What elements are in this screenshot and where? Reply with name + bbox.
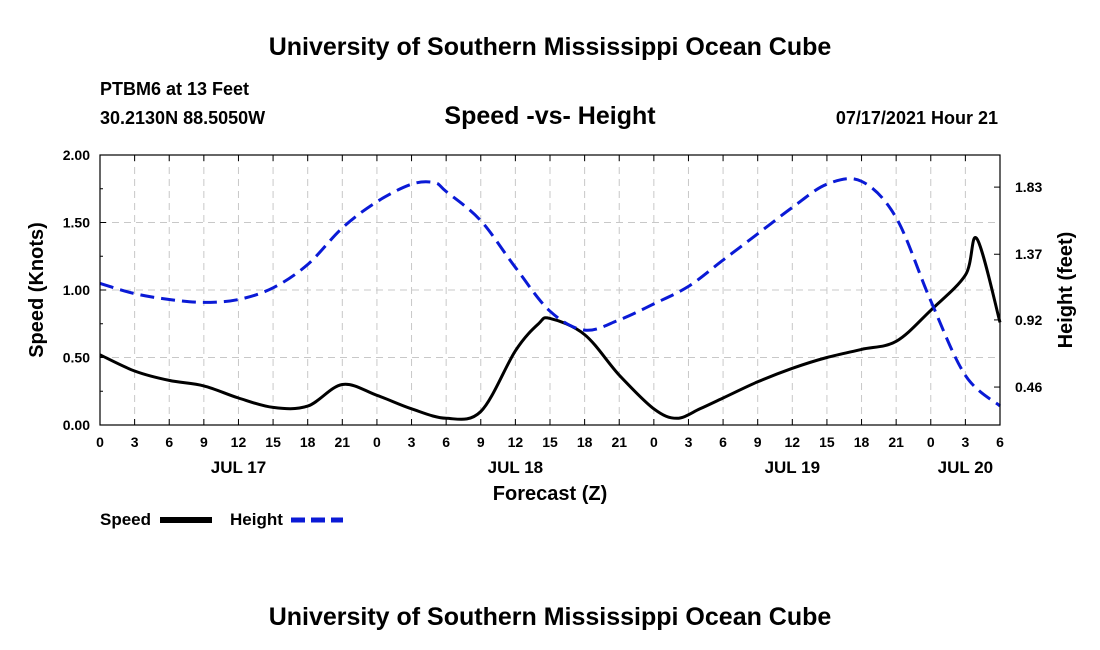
x-tick-label: 12 xyxy=(508,434,524,450)
x-tick-label: 3 xyxy=(408,434,416,450)
x-tick-label: 0 xyxy=(650,434,658,450)
day-label: JUL 17 xyxy=(211,458,266,477)
x-tick-label: 6 xyxy=(996,434,1004,450)
y2-axis-label: Height (feet) xyxy=(1055,232,1077,349)
legend-speed-label: Speed xyxy=(100,510,151,529)
page-title: University of Southern Mississippi Ocean… xyxy=(269,33,832,61)
legend-height-label: Height xyxy=(230,510,283,529)
y-tick-label: 1.50 xyxy=(63,215,90,231)
x-tick-label: 3 xyxy=(131,434,139,450)
x-tick-label: 6 xyxy=(165,434,173,450)
grid-lines xyxy=(100,155,1000,425)
y2-tick-label: 0.92 xyxy=(1015,312,1042,328)
day-label: JUL 20 xyxy=(938,458,993,477)
chart-title: Speed -vs- Height xyxy=(444,102,656,130)
x-tick-label: 9 xyxy=(200,434,208,450)
x-tick-label: 6 xyxy=(719,434,727,450)
x-tick-label: 18 xyxy=(577,434,593,450)
y-axis-label: Speed (Knots) xyxy=(26,222,48,358)
x-tick-label: 15 xyxy=(542,434,558,450)
plot-frame xyxy=(99,154,1001,426)
x-tick-label: 18 xyxy=(854,434,870,450)
station-label: PTBM6 at 13 Feet xyxy=(100,79,249,99)
y-tick-label: 2.00 xyxy=(63,147,90,163)
y2-tick-label: 0.46 xyxy=(1015,379,1042,395)
x-tick-label: 0 xyxy=(927,434,935,450)
x-tick-label: 15 xyxy=(819,434,835,450)
x-tick-label: 0 xyxy=(96,434,104,450)
x-tick-label: 15 xyxy=(265,434,281,450)
x-tick-label: 3 xyxy=(961,434,969,450)
y-tick-label: 1.00 xyxy=(63,282,90,298)
x-tick-label: 0 xyxy=(373,434,381,450)
y-tick-label: 0.00 xyxy=(63,417,90,433)
forecast-datetime: 07/17/2021 Hour 21 xyxy=(836,108,998,128)
x-tick-label: 12 xyxy=(785,434,801,450)
y2-tick-label: 1.37 xyxy=(1015,246,1042,262)
x-tick-label: 18 xyxy=(300,434,316,450)
axis-ticks: 0 3 6 9 12 15 18 21 0 3 6 9 12 15 18 21 0 3 6 9 12 15 18 21 0 3 6 0… xyxy=(63,147,1043,477)
x-tick-label: 21 xyxy=(888,434,904,450)
legend: Speed Height xyxy=(100,510,343,529)
day-label: JUL 18 xyxy=(488,458,543,477)
x-tick-label: 6 xyxy=(442,434,450,450)
x-tick-label: 21 xyxy=(335,434,351,450)
y-tick-label: 0.50 xyxy=(63,350,90,366)
x-tick-label: 12 xyxy=(231,434,247,450)
day-label: JUL 19 xyxy=(765,458,820,477)
x-tick-label: 21 xyxy=(611,434,627,450)
footer-title: University of Southern Mississippi Ocean… xyxy=(269,603,832,631)
x-tick-label: 9 xyxy=(754,434,762,450)
x-axis-label: Forecast (Z) xyxy=(493,483,607,505)
coordinates-label: 30.2130N 88.5050W xyxy=(100,108,265,128)
series-lines xyxy=(99,177,1002,421)
x-tick-label: 9 xyxy=(477,434,485,450)
x-tick-label: 3 xyxy=(685,434,693,450)
height-series-line xyxy=(99,177,1001,408)
y2-tick-label: 1.83 xyxy=(1015,179,1042,195)
